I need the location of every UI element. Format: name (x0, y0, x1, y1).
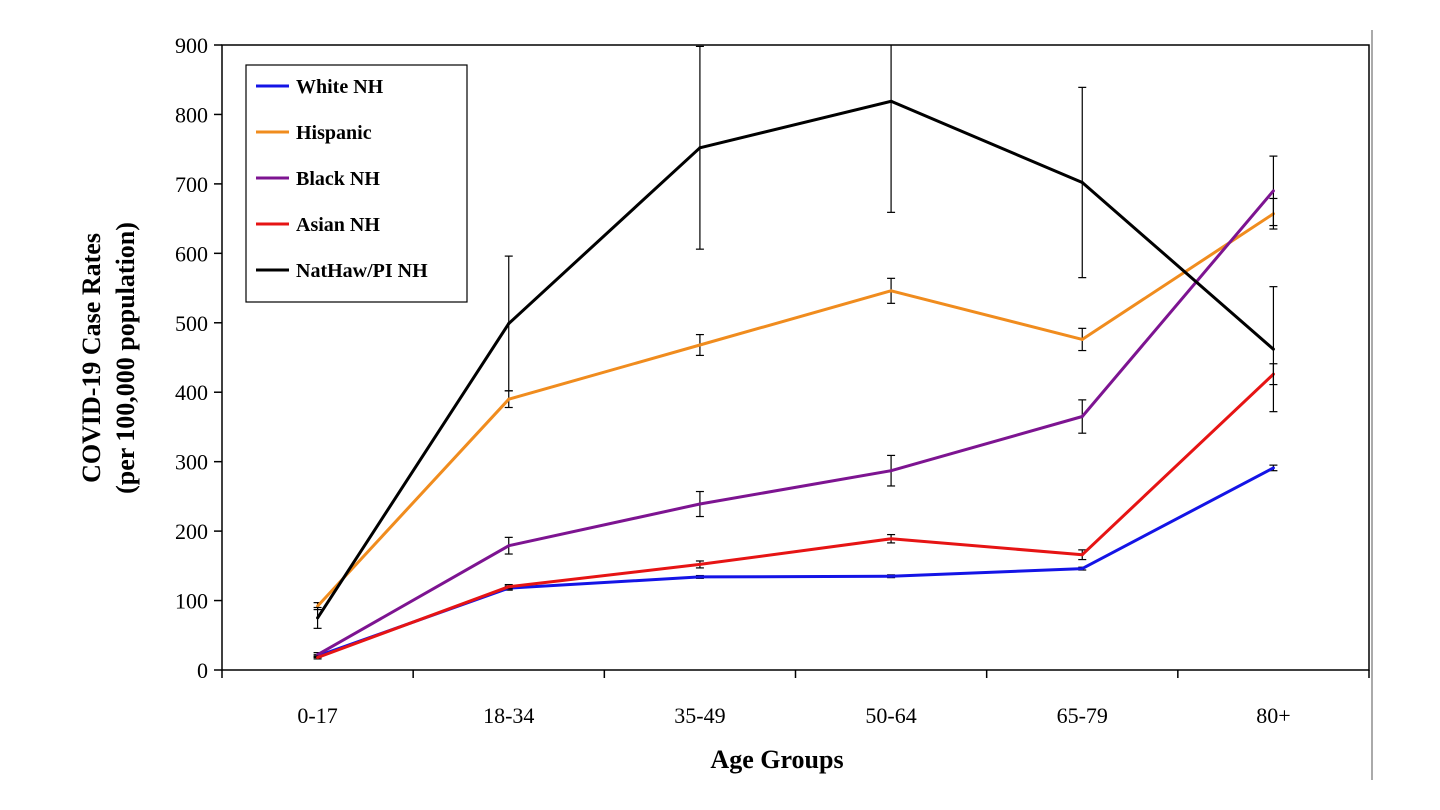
data-point (507, 397, 511, 401)
y-axis-ticks: 0 100 200 300 400 500 600 700 800 900 (175, 33, 222, 683)
legend-items: White NH Hispanic Black NH Asian NH NatHaw/P… (256, 76, 428, 282)
y-tick-label: 500 (175, 311, 208, 336)
data-point (507, 544, 511, 548)
legend-label: Hispanic (296, 122, 372, 144)
data-point (507, 585, 511, 589)
series-line (317, 466, 1275, 658)
series-line (316, 212, 1275, 608)
data-point (507, 321, 511, 325)
x-axis-title: Age Groups (710, 745, 843, 774)
y-tick-label: 300 (175, 450, 208, 475)
series-line (316, 189, 1275, 657)
y-tick-label: 900 (175, 33, 208, 58)
legend-label: Black NH (296, 168, 380, 190)
data-point (889, 289, 893, 293)
data-point (316, 656, 320, 659)
x-tick-label: 50-64 (865, 703, 916, 728)
x-tick-label: 65-79 (1057, 703, 1108, 728)
y-axis-title: COVID-19 Case Rates (per 100,000 populat… (77, 222, 140, 494)
y-tick-label: 800 (175, 102, 208, 127)
legend-label: White NH (296, 76, 384, 98)
data-point (889, 537, 893, 541)
data-point (1080, 181, 1084, 184)
y-axis-title-line-2: (per 100,000 population) (111, 222, 140, 494)
series-line (316, 99, 1275, 619)
data-point (889, 99, 893, 103)
x-tick-label: 35-49 (674, 703, 725, 728)
y-axis-title-line-1: COVID-19 Case Rates (77, 233, 106, 483)
data-point (1080, 415, 1084, 419)
y-tick-label: 600 (175, 241, 208, 266)
x-tick-label: 0-17 (297, 703, 337, 728)
data-point (698, 575, 702, 579)
data-point (1080, 337, 1084, 341)
data-point (889, 469, 893, 473)
y-tick-label: 100 (175, 589, 208, 614)
legend-label: NatHaw/PI NH (296, 260, 428, 282)
data-point (698, 562, 702, 566)
data-point (316, 653, 320, 657)
data-point (316, 616, 320, 620)
data-point (698, 343, 702, 347)
y-tick-label: 0 (197, 658, 208, 683)
x-tick-label: 80+ (1256, 703, 1290, 728)
series-white-nh (313, 464, 1278, 659)
legend: White NH Hispanic Black NH Asian NH NatHaw/P… (245, 64, 468, 303)
x-axis-ticks: 0-17 18-34 35-49 50-64 65-79 80+ (221, 670, 1370, 728)
legend-box (245, 64, 468, 303)
data-point (889, 574, 893, 578)
data-point (1271, 189, 1275, 193)
data-series (313, 45, 1278, 660)
y-tick-label: 700 (175, 172, 208, 197)
series-black-nh (313, 155, 1278, 658)
data-point (1080, 553, 1084, 557)
legend-label: Asian NH (296, 214, 380, 236)
data-point (1271, 466, 1275, 470)
data-point (1080, 567, 1084, 571)
x-tick-label: 18-34 (483, 703, 534, 728)
data-point (698, 502, 702, 506)
y-tick-label: 400 (175, 380, 208, 405)
data-point (316, 604, 320, 608)
series-asian-nh (313, 363, 1278, 660)
series-nathaw-pi-nh (313, 45, 1278, 629)
data-point (1271, 347, 1275, 351)
y-tick-label: 200 (175, 519, 208, 544)
data-point (698, 146, 702, 150)
series-line (317, 373, 1275, 659)
